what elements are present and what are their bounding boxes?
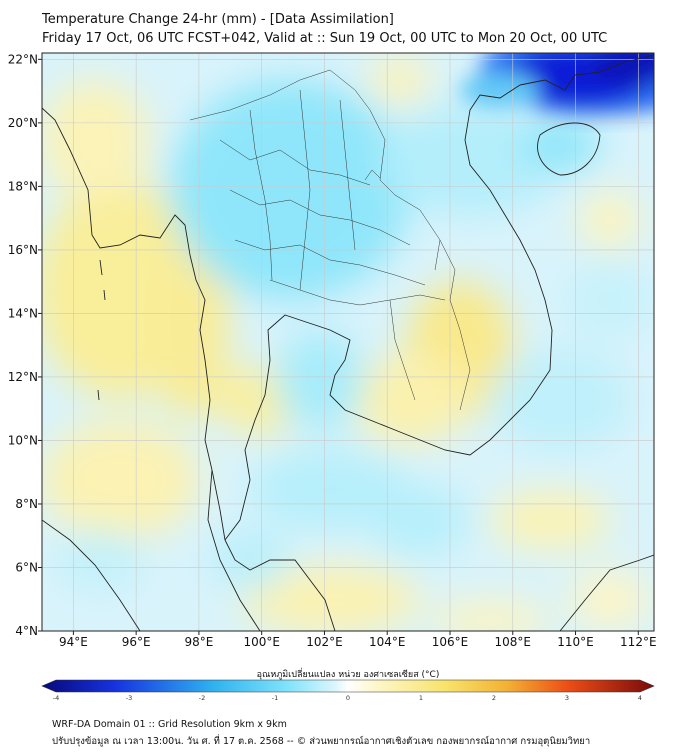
longitude-label: 94°E: [59, 635, 88, 649]
vietnam-coast: [464, 84, 553, 441]
longitude-label: 108°E: [495, 635, 532, 649]
colorbar-tick: -4: [53, 694, 59, 702]
latitude-label: 20°N: [8, 116, 38, 130]
colorbar-tick: 1: [419, 694, 423, 702]
colorbar-tick: 0: [346, 694, 350, 702]
latitude-label: 16°N: [8, 243, 38, 257]
latitude-label: 18°N: [8, 179, 38, 193]
longitude-label: 98°E: [184, 635, 213, 649]
latitude-labels: 22°N 20°N 18°N 16°N 14°N 12°N 10°N 8°N 6°N 4°N: [8, 52, 38, 638]
latitude-label: 10°N: [8, 433, 38, 447]
peninsula-coast: [224, 314, 491, 541]
colorbar-tick: -2: [199, 694, 205, 702]
latitude-label: 4°N: [15, 624, 38, 638]
temperature-field: [42, 53, 654, 631]
latitude-label: 14°N: [8, 306, 38, 320]
graticule: [42, 53, 654, 631]
colorbar: -4 -3 -2 -1 0 1 2 3 4: [41, 679, 655, 702]
latitude-label: 8°N: [15, 497, 38, 511]
colorbar-title: อุณหภูมิเปลี่ยนแปลง หน่วย องศาเซลเซียส (…: [256, 670, 440, 680]
map-border: [41, 52, 655, 632]
map-title: Temperature Change 24-hr (mm) - [Data As…: [42, 12, 394, 27]
longitude-label: 110°E: [557, 635, 594, 649]
colorbar-tick: -3: [126, 694, 132, 702]
footer-credit: ปรับปรุงข้อมูล ณ เวลา 13:00น. วัน ศ. ที่…: [52, 736, 591, 747]
longitude-label: 102°E: [306, 635, 343, 649]
andaman-islands: [97, 259, 106, 401]
axis-ticks: [38, 58, 639, 635]
map-subtitle: Friday 17 Oct, 06 UTC FCST+042, Valid at…: [42, 31, 608, 46]
colorbar-tick: -1: [272, 694, 278, 702]
latitude-label: 22°N: [8, 52, 38, 66]
colorbar-tick: 4: [638, 694, 642, 702]
latitude-label: 12°N: [8, 370, 38, 384]
longitude-labels: 94°E 96°E 98°E 100°E 102°E 104°E 106°E 108°E 110…: [59, 635, 657, 649]
longitude-label: 106°E: [432, 635, 469, 649]
peninsula-east-coast: [224, 539, 336, 631]
footer-model-info: WRF-DA Domain 01 :: Grid Resolution 9km …: [52, 719, 287, 730]
west-peninsula-coast: [207, 469, 261, 631]
colorbar-tick-labels: -4 -3 -2 -1 0 1 2 3 4: [53, 694, 642, 702]
sumatra-coast: [42, 519, 141, 631]
colorbar-tick: 2: [492, 694, 496, 702]
longitude-label: 100°E: [243, 635, 280, 649]
latitude-label: 6°N: [15, 560, 38, 574]
china-coast: [519, 54, 654, 91]
hainan-coast: [537, 122, 601, 176]
colorbar-ramp: [41, 679, 655, 693]
province-boundaries: [189, 69, 471, 411]
longitude-label: 112°E: [620, 635, 657, 649]
myanmar-coast: [42, 107, 226, 541]
longitude-label: 96°E: [122, 635, 151, 649]
borneo-coast: [559, 554, 654, 631]
colorbar-tick: 3: [565, 694, 569, 702]
longitude-label: 104°E: [369, 635, 406, 649]
coastlines: [42, 54, 654, 631]
